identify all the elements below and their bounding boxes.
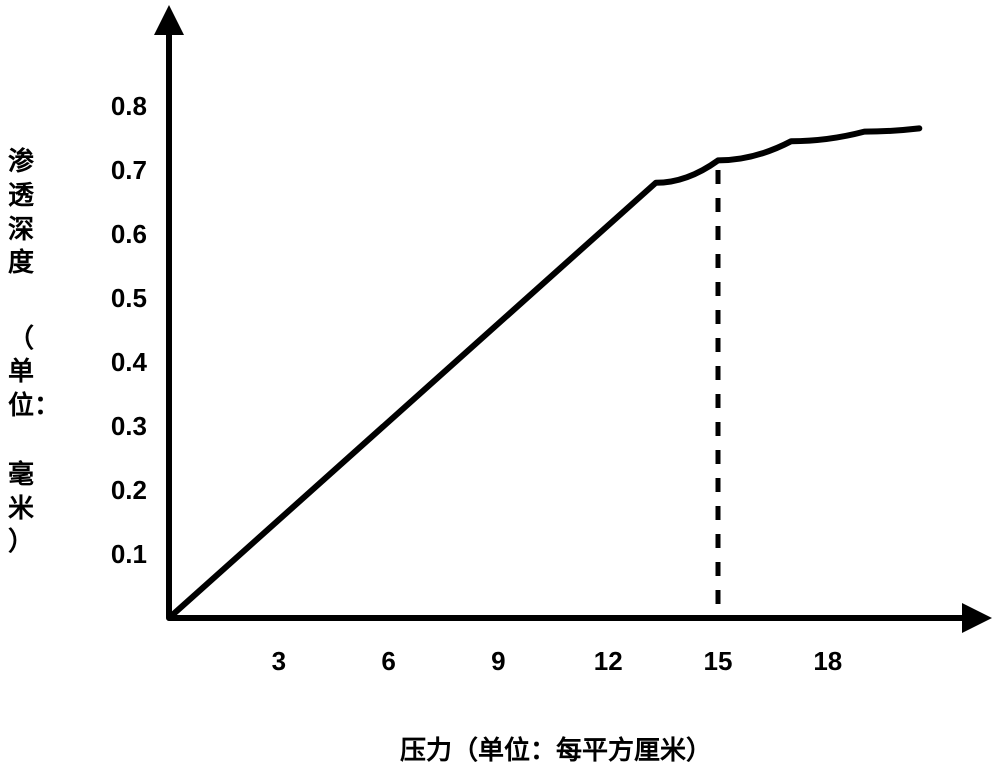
y-tick-label: 0.1 [111, 539, 147, 569]
y-tick-label: 0.5 [111, 283, 147, 313]
x-tick-label: 3 [272, 646, 286, 676]
y-axis-label-unit: 毫米 [8, 458, 34, 526]
y-tick-label: 0.2 [111, 475, 147, 505]
x-tick-label: 9 [491, 646, 505, 676]
x-tick-label: 18 [813, 646, 842, 676]
x-tick-label: 6 [381, 646, 395, 676]
y-tick-label: 0.7 [111, 155, 147, 185]
y-axis-label-paren-close: ） [8, 525, 34, 559]
y-axis-label-main: 渗透深度 [8, 145, 34, 280]
y-tick-label: 0.3 [111, 411, 147, 441]
y-tick-label: 0.6 [111, 219, 147, 249]
y-tick-label: 0.4 [111, 347, 148, 377]
x-tick-label: 15 [704, 646, 733, 676]
y-tick-label: 0.8 [111, 91, 147, 121]
y-axis-label-unit-prefix: 单位： [8, 355, 34, 423]
chart-container: 0.1 0.2 0.3 0.4 0.5 0.6 0.7 0.8 3 6 9 12 15 18 渗透深度 （… [0, 0, 1000, 774]
x-tick-label: 12 [594, 646, 623, 676]
x-axis-label: 压力（单位：每平方厘米） [400, 730, 712, 767]
y-axis-label-paren-open: （ [8, 322, 34, 356]
chart-svg: 0.1 0.2 0.3 0.4 0.5 0.6 0.7 0.8 3 6 9 12 15 18 [0, 0, 1000, 774]
